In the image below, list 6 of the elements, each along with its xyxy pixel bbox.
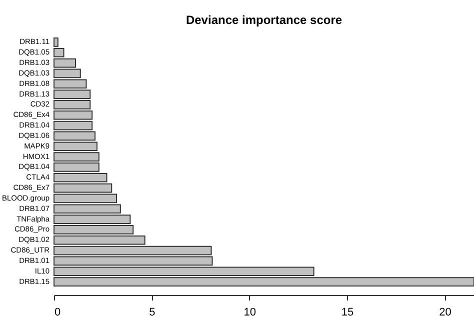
x-tick-label: 10 [244, 306, 256, 317]
x-tick-label: 20 [439, 306, 452, 317]
x-tick-label: 15 [341, 306, 354, 317]
x-tick-label: 0 [54, 306, 61, 317]
x-tick-label: 5 [149, 306, 156, 317]
chart-title: Deviance importance score [186, 13, 342, 27]
